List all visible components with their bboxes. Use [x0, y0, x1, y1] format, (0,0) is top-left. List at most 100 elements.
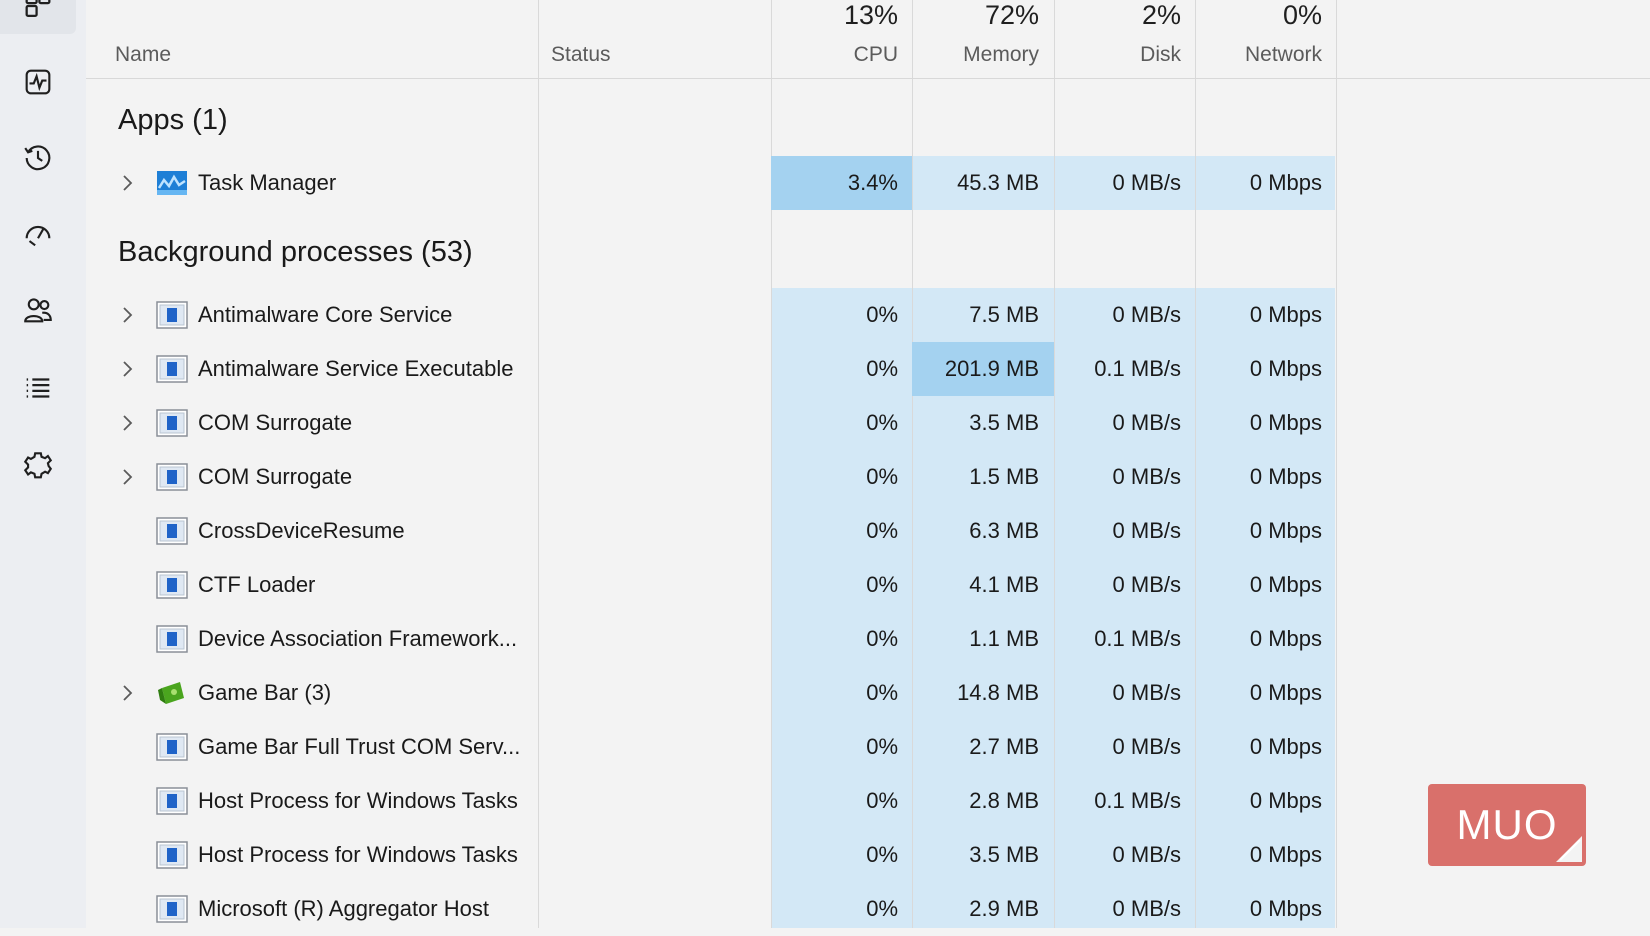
app-history-icon — [24, 145, 51, 171]
cpu-value: 0% — [866, 518, 898, 543]
network-value: 0 Mbps — [1249, 410, 1322, 435]
header-memory-percent[interactable]: 72% — [984, 0, 1039, 30]
process-row[interactable]: Antimalware Core Service 0% 7.5 MB 0 MB/s 0 … — [86, 288, 1336, 342]
chevron-right-icon[interactable] — [118, 171, 138, 195]
process-name: COM Surrogate — [198, 410, 353, 435]
service-icon — [156, 786, 188, 816]
process-name: Antimalware Service Executable — [198, 356, 514, 381]
header-cpu-percent[interactable]: 13% — [843, 0, 898, 30]
disk-value: 0 MB/s — [1112, 410, 1181, 435]
network-value: 0 Mbps — [1249, 518, 1322, 543]
navigation-sidebar — [0, 0, 86, 928]
task-manager-icon — [156, 168, 188, 198]
process-name: COM Surrogate — [198, 464, 353, 489]
process-row[interactable]: CrossDeviceResume 0% 6.3 MB 0 MB/s 0 Mbps — [86, 504, 1336, 558]
memory-value: 3.5 MB — [969, 842, 1039, 867]
header-memory[interactable]: Memory — [963, 43, 1039, 66]
chevron-right-icon[interactable] — [118, 465, 138, 489]
disk-value: 0 MB/s — [1112, 572, 1181, 597]
network-value: 0 Mbps — [1249, 464, 1322, 489]
disk-value: 0 MB/s — [1112, 302, 1181, 327]
divider-name-status — [538, 0, 539, 928]
nav-app-history[interactable] — [0, 130, 76, 186]
process-row[interactable]: CTF Loader 0% 4.1 MB 0 MB/s 0 Mbps — [86, 558, 1336, 612]
network-value: 0 Mbps — [1249, 572, 1322, 597]
header-network[interactable]: Network — [1244, 43, 1322, 66]
nav-users[interactable] — [0, 282, 76, 338]
service-icon — [156, 732, 188, 762]
chevron-right-icon[interactable] — [118, 303, 138, 327]
header-network-percent[interactable]: 0% — [1282, 0, 1322, 30]
process-row[interactable]: Microsoft (R) Aggregator Host 0% 2.9 MB 0 M… — [86, 882, 1336, 936]
memory-value: 45.3 MB — [957, 170, 1039, 195]
cpu-value: 0% — [866, 356, 898, 381]
highlighted-cell — [912, 342, 1054, 396]
memory-value: 4.1 MB — [969, 572, 1039, 597]
process-row[interactable]: Host Process for Windows Tasks 0% 3.5 MB 0 … — [86, 828, 1336, 882]
header-name[interactable]: Name — [115, 43, 172, 66]
process-row[interactable]: Game Bar (3) 0% 14.8 MB 0 MB/s 0 Mbps — [86, 666, 1336, 720]
cpu-value: 0% — [866, 680, 898, 705]
details-icon — [26, 378, 50, 398]
process-row[interactable]: COM Surrogate 0% 3.5 MB 0 MB/s 0 Mbps — [86, 396, 1336, 450]
service-icon — [156, 462, 188, 492]
processes-table: Name Status 13% CPU 72% Memory 2% Disk 0… — [86, 0, 1650, 928]
process-row[interactable]: Host Process for Windows Tasks 0% 2.8 MB 0.… — [86, 774, 1336, 828]
process-row[interactable]: Antimalware Service Executable 0% 201.9 MB… — [86, 342, 1336, 396]
service-icon — [156, 516, 188, 546]
performance-icon — [25, 69, 51, 95]
divider-status-cpu — [771, 0, 772, 928]
nav-performance[interactable] — [0, 54, 76, 110]
nav-startup-apps[interactable] — [0, 206, 76, 262]
services-icon — [23, 452, 53, 479]
network-value: 0 Mbps — [1249, 680, 1322, 705]
disk-value: 0.1 MB/s — [1094, 788, 1181, 813]
process-name: Game Bar Full Trust COM Serv... — [198, 734, 521, 759]
network-value: 0 Mbps — [1249, 788, 1322, 813]
network-value: 0 Mbps — [1249, 170, 1322, 195]
memory-value: 3.5 MB — [969, 410, 1039, 435]
process-row[interactable]: Task Manager 3.4% 45.3 MB 0 MB/s 0 Mbps — [86, 156, 1336, 210]
header-disk[interactable]: Disk — [1140, 43, 1181, 66]
memory-value: 2.9 MB — [969, 896, 1039, 921]
network-value: 0 Mbps — [1249, 842, 1322, 867]
cpu-value: 0% — [866, 734, 898, 759]
nav-processes[interactable] — [0, 0, 76, 34]
process-name: Game Bar (3) — [198, 680, 332, 705]
divider-disk-network — [1195, 0, 1196, 928]
process-row[interactable]: Device Association Framework... 0% 1.1 MB 0… — [86, 612, 1336, 666]
disk-value: 0 MB/s — [1112, 734, 1181, 759]
memory-value: 14.8 MB — [957, 680, 1039, 705]
process-name: Device Association Framework... — [198, 626, 518, 651]
process-name: Antimalware Core Service — [198, 302, 453, 327]
logo-corner-mark — [1556, 836, 1582, 862]
chevron-right-icon[interactable] — [118, 411, 138, 435]
nav-services[interactable] — [0, 438, 76, 494]
process-name: Microsoft (R) Aggregator Host — [198, 896, 489, 921]
header-disk-percent[interactable]: 2% — [1141, 0, 1181, 30]
service-icon — [156, 408, 188, 438]
chevron-right-icon[interactable] — [118, 357, 138, 381]
service-icon — [156, 840, 188, 870]
process-row[interactable]: Game Bar Full Trust COM Serv... 0% 2.7 MB 0… — [86, 720, 1336, 774]
memory-value: 2.7 MB — [969, 734, 1039, 759]
header-cpu[interactable]: CPU — [853, 43, 898, 66]
disk-value: 0.1 MB/s — [1094, 626, 1181, 651]
cpu-value: 0% — [866, 788, 898, 813]
network-value: 0 Mbps — [1249, 734, 1322, 759]
memory-value: 7.5 MB — [969, 302, 1039, 327]
chevron-right-icon[interactable] — [118, 681, 138, 705]
process-row[interactable]: COM Surrogate 0% 1.5 MB 0 MB/s 0 Mbps — [86, 450, 1336, 504]
muo-watermark-logo: MUO — [1428, 784, 1586, 866]
network-value: 0 Mbps — [1249, 356, 1322, 381]
header-status[interactable]: Status — [551, 43, 611, 66]
disk-value: 0 MB/s — [1112, 518, 1181, 543]
group-title-apps: Apps (1) — [118, 104, 228, 136]
cpu-value: 0% — [866, 896, 898, 921]
disk-value: 0 MB/s — [1112, 842, 1181, 867]
disk-value: 0.1 MB/s — [1094, 356, 1181, 381]
users-icon — [24, 298, 52, 323]
header-divider — [86, 78, 1650, 79]
nav-details[interactable] — [0, 360, 76, 416]
cpu-value: 3.4% — [847, 170, 898, 195]
